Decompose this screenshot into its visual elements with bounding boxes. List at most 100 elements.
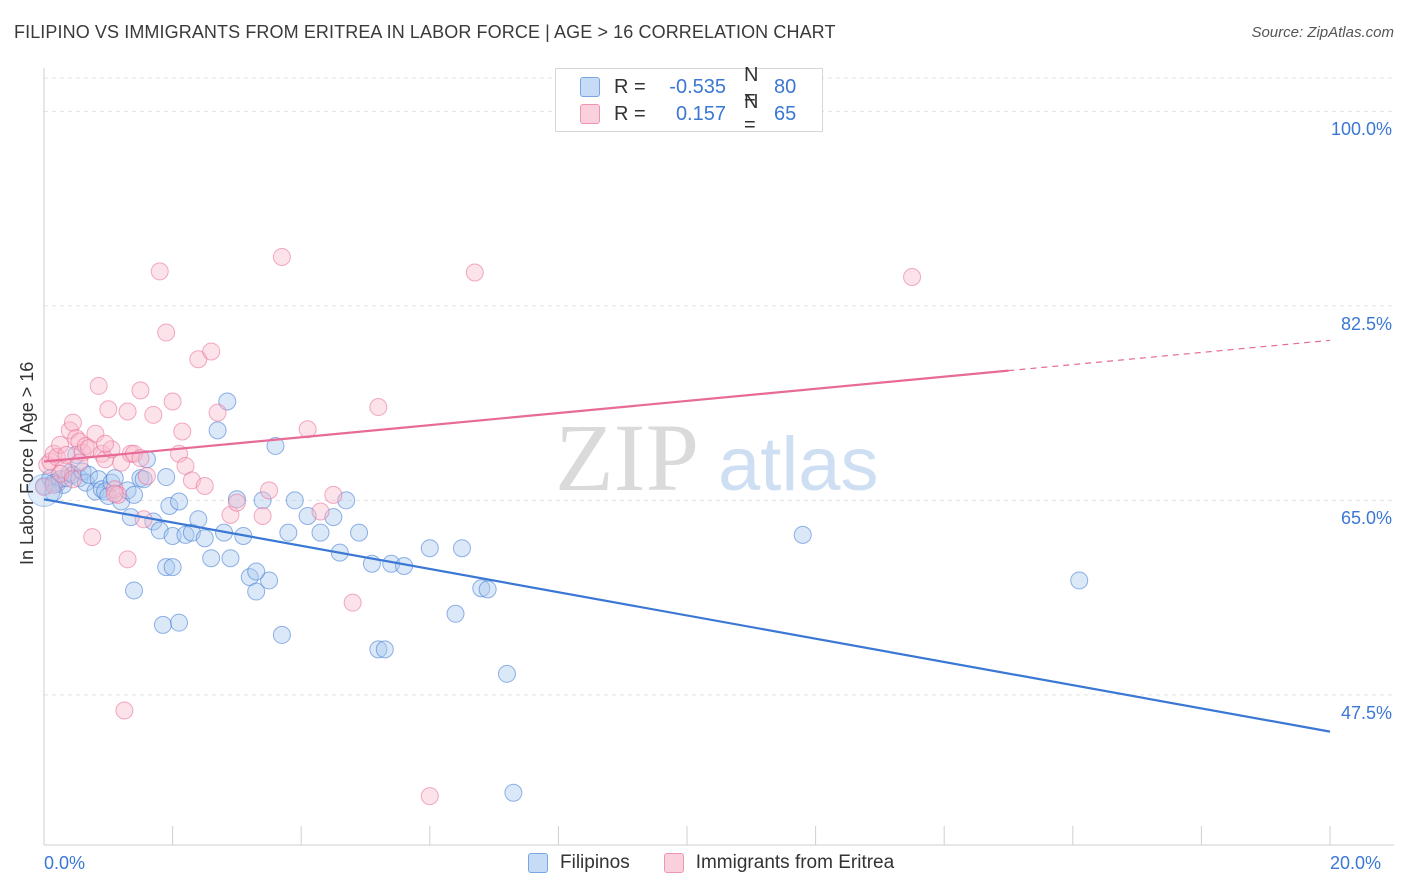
data-point [195, 476, 214, 495]
data-point [83, 528, 102, 547]
y-axis-label: In Labor Force | Age > 16 [17, 361, 37, 565]
data-point [115, 701, 134, 720]
data-point [452, 539, 471, 558]
data-point [105, 480, 124, 499]
data-point [311, 523, 330, 542]
data-point [137, 466, 156, 485]
data-point [63, 413, 82, 432]
data-point [118, 402, 137, 421]
data-point [343, 593, 362, 612]
data-point [150, 262, 169, 281]
legend-swatch-eritrea [580, 104, 600, 124]
data-point [202, 549, 221, 568]
data-point [472, 579, 491, 598]
data-point [153, 615, 172, 634]
data-point [504, 783, 523, 802]
data-point [96, 434, 115, 453]
data-point [160, 496, 179, 515]
data-point [89, 376, 108, 395]
data-point [44, 475, 63, 494]
legend-n-value: 65 [774, 102, 797, 125]
series-legend-filipinos: Filipinos [528, 852, 630, 874]
data-point [260, 481, 279, 500]
data-point [86, 424, 105, 443]
data-point [903, 267, 922, 286]
chart-title: FILIPINO VS IMMIGRANTS FROM ERITREA IN L… [14, 22, 836, 42]
data-point [157, 468, 176, 487]
data-point [350, 523, 369, 542]
data-point [446, 604, 465, 623]
stats-legend: R = -0.535 N = 80 R = 0.157 N = 65 [555, 64, 823, 136]
data-point [157, 323, 176, 342]
data-point [465, 263, 484, 282]
legend-row-eritrea: R = 0.157 N = 65 [580, 91, 797, 136]
data-point [793, 525, 812, 544]
data-point [260, 571, 279, 590]
data-point [170, 613, 189, 632]
data-point [253, 506, 272, 525]
data-point [227, 493, 246, 512]
grid-lines [44, 77, 1394, 696]
data-point [63, 470, 82, 489]
data-point [375, 640, 394, 659]
data-point [92, 444, 111, 463]
data-point [163, 526, 182, 545]
trend-lines [43, 339, 1331, 733]
data-point [202, 342, 221, 361]
legend-n-value: 80 [774, 75, 797, 98]
data-point [266, 436, 285, 455]
trend-line-0 [43, 498, 1331, 733]
data-point [131, 381, 150, 400]
watermark-atlas: atlas [718, 422, 879, 507]
data-point [497, 664, 516, 683]
data-point [285, 491, 304, 510]
series-swatch-filipinos [528, 853, 548, 873]
data-point [99, 400, 118, 419]
data-point [144, 405, 163, 424]
y-tick-label: 82.5% [1340, 313, 1392, 334]
data-point [420, 787, 439, 806]
data-point [173, 422, 192, 441]
data-point [221, 549, 240, 568]
series-label-eritrea: Immigrants from Eritrea [695, 852, 895, 873]
legend-n-label: N = [744, 91, 759, 136]
data-point [51, 435, 70, 454]
data-point [253, 491, 272, 510]
trend-line-1 [43, 369, 1009, 463]
data-point [369, 640, 388, 659]
data-point [324, 485, 343, 504]
data-point [44, 444, 63, 463]
data-point [163, 392, 182, 411]
watermark-zip: ZIP [555, 404, 699, 511]
data-point [105, 484, 124, 503]
data-point [163, 558, 182, 577]
series-legend: Filipinos Immigrants from Eritrea [528, 852, 928, 874]
axes [43, 68, 1394, 846]
data-point [478, 580, 497, 599]
data-point-cluster [27, 473, 61, 507]
data-point [125, 581, 144, 600]
data-point [369, 398, 388, 417]
trend-line-extension-1 [1008, 339, 1331, 372]
data-point [170, 492, 189, 511]
data-point [208, 421, 227, 440]
points-layer [27, 247, 1089, 806]
data-point [247, 582, 266, 601]
legend-row-filipinos: R = -0.535 N = 80 [580, 64, 797, 109]
x-tick-min: 0.0% [44, 853, 86, 873]
data-point [247, 562, 266, 581]
legend-r-label: R = [614, 102, 646, 125]
watermark: ZIP atlas [555, 404, 879, 511]
y-tick-label: 100.0% [1330, 119, 1392, 140]
data-point [279, 523, 298, 542]
series-legend-eritrea: Immigrants from Eritrea [663, 852, 895, 874]
data-point [195, 529, 214, 548]
y-tick-label: 65.0% [1340, 508, 1392, 529]
series-swatch-eritrea [663, 853, 684, 873]
data-point [118, 550, 137, 569]
legend-r-value: -0.535 [669, 75, 726, 98]
source-label: Source: ZipAtlas.com [1251, 24, 1394, 41]
legend-r-label: R = [614, 75, 646, 98]
data-point [134, 470, 153, 489]
